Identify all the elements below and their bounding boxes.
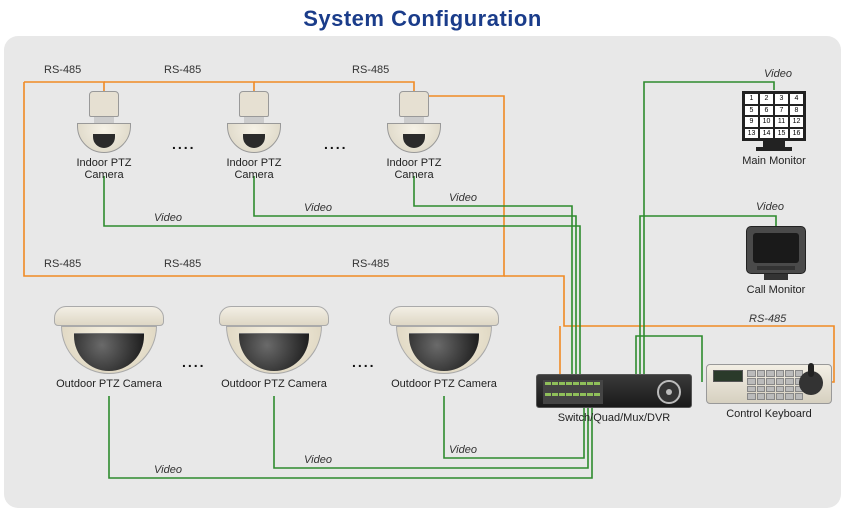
ellipsis: ....	[352, 354, 376, 370]
video-label: Video	[154, 212, 182, 224]
video-label: Video	[154, 464, 182, 476]
control-keyboard: Control Keyboard	[704, 364, 834, 420]
diagram-canvas: Indoor PTZ Camera Indoor PTZ Camera Indo…	[4, 36, 841, 508]
camera-dome-icon	[77, 123, 131, 153]
device-label: Outdoor PTZ Camera	[49, 378, 169, 390]
rs-485-label: RS-485	[352, 258, 389, 270]
device-label: Indoor PTZ Camera	[214, 157, 294, 181]
monitor-cell: 13	[744, 128, 759, 140]
rs-485-label: RS-485	[164, 64, 201, 76]
device-label: Outdoor PTZ Camera	[214, 378, 334, 390]
monitor-cell: 15	[774, 128, 789, 140]
controller-icon	[706, 364, 832, 404]
monitor-cell: 14	[759, 128, 774, 140]
monitor-cell: 5	[744, 105, 759, 117]
monitor-grid-icon: 12345678910111213141516	[742, 91, 806, 141]
monitor-cell: 6	[759, 105, 774, 117]
joystick-icon	[799, 371, 823, 395]
video-label: Video	[449, 192, 477, 204]
device-label: Outdoor PTZ Camera	[384, 378, 504, 390]
indoor-ptz-camera: Indoor PTZ Camera	[214, 91, 294, 181]
rs-485-label: RS-485	[352, 64, 389, 76]
monitor-cell: 8	[789, 105, 804, 117]
rs-485-label: RS-485	[164, 258, 201, 270]
outdoor-ptz-camera: Outdoor PTZ Camera	[214, 306, 334, 390]
ellipsis: ....	[324, 136, 348, 152]
rs-485-label: RS-485	[44, 64, 81, 76]
video-label: Video	[304, 454, 332, 466]
main-monitor: 12345678910111213141516 Main Monitor	[739, 91, 809, 167]
outdoor-ptz-camera: Outdoor PTZ Camera	[49, 306, 169, 390]
monitor-cell: 3	[774, 93, 789, 105]
monitor-cell: 1	[744, 93, 759, 105]
monitor-cell: 12	[789, 116, 804, 128]
ellipsis: ....	[182, 354, 206, 370]
device-label: Switch/Quad/Mux/DVR	[534, 412, 694, 424]
camera-mount-icon	[89, 91, 119, 117]
monitor-cell: 2	[759, 93, 774, 105]
device-label: Indoor PTZ Camera	[64, 157, 144, 181]
video-label: Video	[764, 68, 792, 80]
device-label: Main Monitor	[739, 155, 809, 167]
video-wire	[104, 176, 580, 374]
monitor-cell: 4	[789, 93, 804, 105]
monitor-cell: 7	[774, 105, 789, 117]
dvr-icon	[536, 374, 692, 408]
device-label: Control Keyboard	[704, 408, 834, 420]
rs-485-label: RS-485	[44, 258, 81, 270]
monitor-cell: 9	[744, 116, 759, 128]
monitor-cell: 10	[759, 116, 774, 128]
indoor-ptz-camera: Indoor PTZ Camera	[374, 91, 454, 181]
page-title: System Configuration	[0, 0, 845, 36]
switch-dvr: Switch/Quad/Mux/DVR	[534, 374, 694, 424]
monitor-cell: 16	[789, 128, 804, 140]
device-label: Call Monitor	[744, 284, 808, 296]
monitor-cell: 11	[774, 116, 789, 128]
video-label: Video	[756, 201, 784, 213]
video-label: Video	[304, 202, 332, 214]
video-label: Video	[449, 444, 477, 456]
ellipsis: ....	[172, 136, 196, 152]
rs-485-label: RS-485	[749, 313, 786, 325]
indoor-ptz-camera: Indoor PTZ Camera	[64, 91, 144, 181]
call-monitor: Call Monitor	[744, 226, 808, 296]
outdoor-ptz-camera: Outdoor PTZ Camera	[384, 306, 504, 390]
device-label: Indoor PTZ Camera	[374, 157, 454, 181]
crt-monitor-icon	[746, 226, 806, 274]
